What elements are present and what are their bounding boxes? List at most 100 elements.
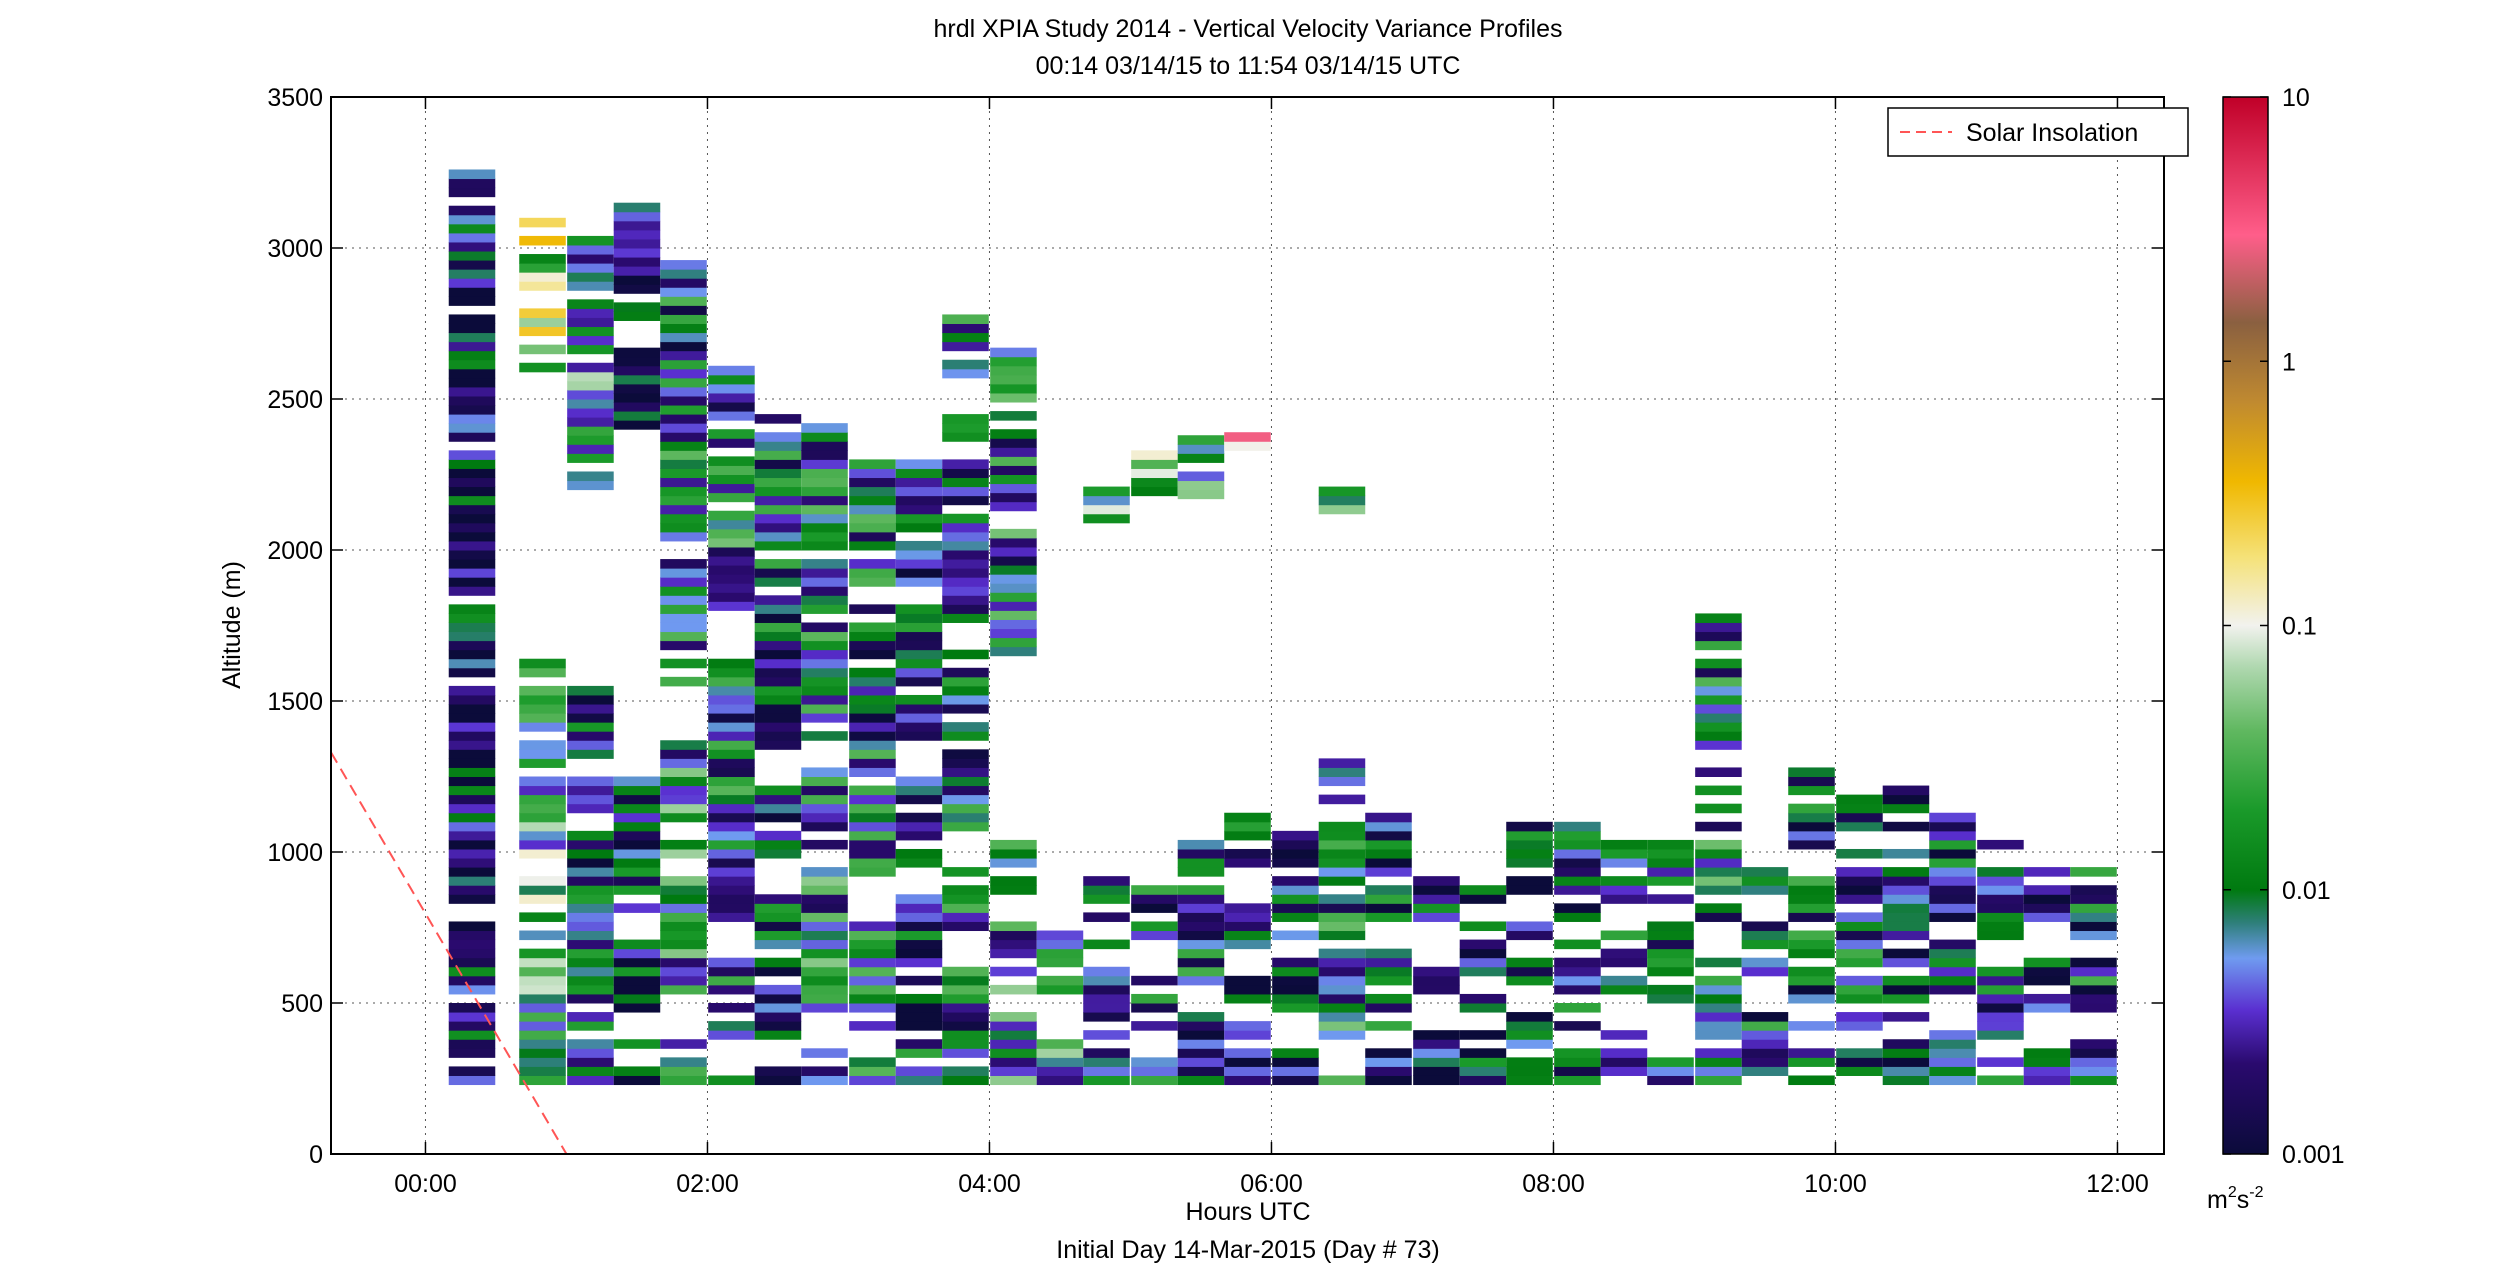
heatmap-cell bbox=[1318, 839, 1366, 850]
heatmap-cell bbox=[1365, 993, 1412, 1004]
heatmap-cell bbox=[895, 477, 943, 488]
heatmap-cell bbox=[990, 374, 1037, 385]
heatmap-cell bbox=[990, 1048, 1037, 1058]
heatmap-cell bbox=[448, 377, 496, 388]
heatmap-cell bbox=[801, 540, 848, 551]
heatmap-cell bbox=[448, 296, 496, 306]
heatmap-cell bbox=[660, 423, 707, 433]
heatmap-cell bbox=[1647, 858, 1694, 868]
heatmap-cell bbox=[990, 565, 1037, 575]
heatmap-cell bbox=[942, 1012, 989, 1022]
heatmap-cell bbox=[849, 821, 896, 832]
heatmap-cell bbox=[2023, 1048, 2071, 1058]
heatmap-cell bbox=[660, 1057, 707, 1067]
heatmap-cell bbox=[1177, 1030, 1225, 1040]
heatmap-cell bbox=[567, 417, 614, 427]
heatmap-cell bbox=[1882, 957, 1930, 968]
heatmap-cell bbox=[1083, 504, 1130, 515]
heatmap-cell bbox=[942, 513, 989, 524]
heatmap-cell bbox=[1977, 1057, 2024, 1067]
heatmap-cell bbox=[801, 1075, 848, 1086]
heatmap-cell bbox=[942, 468, 989, 479]
heatmap-cell bbox=[1318, 984, 1366, 995]
heatmap-cell bbox=[849, 1075, 896, 1086]
heatmap-cell bbox=[1647, 1075, 1694, 1086]
heatmap-cell bbox=[849, 676, 896, 687]
heatmap-cell bbox=[613, 211, 661, 222]
heatmap-cell bbox=[567, 1057, 614, 1067]
heatmap-cell bbox=[613, 776, 661, 787]
heatmap-cell bbox=[708, 667, 755, 678]
heatmap-cell bbox=[708, 685, 755, 696]
heatmap-cell bbox=[895, 631, 943, 642]
heatmap-cell bbox=[754, 731, 802, 741]
heatmap-cell bbox=[1459, 939, 1507, 950]
heatmap-cell bbox=[1177, 435, 1225, 445]
heatmap-cell bbox=[801, 441, 848, 451]
colorbar-tick-label: 1 bbox=[2282, 348, 2296, 376]
heatmap-cell bbox=[613, 858, 661, 868]
heatmap-cell bbox=[448, 830, 496, 841]
heatmap-cell bbox=[660, 885, 707, 895]
heatmap-cell bbox=[895, 821, 943, 832]
heatmap-cell bbox=[801, 504, 848, 515]
heatmap-cell bbox=[1224, 821, 1271, 832]
solar-insolation-layer bbox=[331, 751, 568, 1154]
heatmap-cell bbox=[567, 235, 614, 246]
heatmap-cell bbox=[1929, 1066, 1976, 1076]
heatmap-cell bbox=[1647, 876, 1694, 886]
heatmap-cell bbox=[567, 299, 614, 309]
heatmap-cell bbox=[990, 356, 1037, 367]
heatmap-cell bbox=[567, 731, 614, 741]
heatmap-cell bbox=[567, 281, 614, 291]
heatmap-cell bbox=[990, 839, 1037, 850]
heatmap-cell bbox=[990, 546, 1037, 557]
heatmap-cell bbox=[1929, 1057, 1976, 1067]
heatmap-cell bbox=[1788, 885, 1835, 895]
heatmap-cell bbox=[801, 486, 848, 497]
heatmap-cell bbox=[1224, 939, 1271, 950]
heatmap-cell bbox=[1741, 1039, 1789, 1049]
heatmap-cell bbox=[801, 939, 848, 950]
heatmap-cell bbox=[990, 1057, 1037, 1067]
heatmap-cell bbox=[849, 694, 896, 705]
heatmap-cell bbox=[1506, 1039, 1553, 1049]
heatmap-cell bbox=[801, 586, 848, 596]
heatmap-cell bbox=[567, 975, 614, 986]
heatmap-cell bbox=[801, 867, 848, 877]
heatmap-cell bbox=[708, 519, 755, 530]
heatmap-cell bbox=[1083, 1057, 1130, 1067]
heatmap-cell bbox=[1836, 803, 1883, 814]
heatmap-cell bbox=[754, 631, 802, 642]
heatmap-cell bbox=[801, 903, 848, 913]
heatmap-cell bbox=[448, 205, 496, 216]
heatmap-cell bbox=[708, 374, 755, 385]
heatmap-cell bbox=[1600, 957, 1648, 968]
heatmap-cell bbox=[613, 993, 661, 1004]
heatmap-cell bbox=[1741, 966, 1789, 977]
heatmap-cell bbox=[448, 241, 496, 252]
heatmap-cell bbox=[754, 676, 802, 687]
heatmap-cell bbox=[895, 858, 943, 868]
heatmap-cell bbox=[567, 362, 614, 373]
heatmap-cell bbox=[660, 622, 707, 633]
legend-solar-label: Solar Insolation bbox=[1966, 119, 2138, 147]
heatmap-cell bbox=[1459, 1057, 1507, 1067]
heatmap-cell bbox=[660, 586, 707, 596]
heatmap-cell bbox=[660, 395, 707, 406]
heatmap-cell bbox=[708, 601, 755, 611]
heatmap-cell bbox=[895, 522, 943, 533]
heatmap-cell bbox=[942, 323, 989, 334]
heatmap-cell bbox=[1272, 993, 1319, 1004]
heatmap-cell bbox=[990, 610, 1037, 620]
heatmap-cell bbox=[660, 966, 707, 977]
heatmap-cell bbox=[1224, 1057, 1271, 1067]
heatmap-cell bbox=[1836, 975, 1883, 986]
heatmap-cell bbox=[1224, 848, 1271, 859]
heatmap-cell bbox=[519, 1012, 566, 1022]
heatmap-cell bbox=[942, 477, 989, 488]
heatmap-cell bbox=[1459, 1075, 1507, 1086]
heatmap-cell bbox=[1882, 894, 1930, 904]
heatmap-cell bbox=[660, 350, 707, 361]
heatmap-cell bbox=[613, 257, 661, 267]
